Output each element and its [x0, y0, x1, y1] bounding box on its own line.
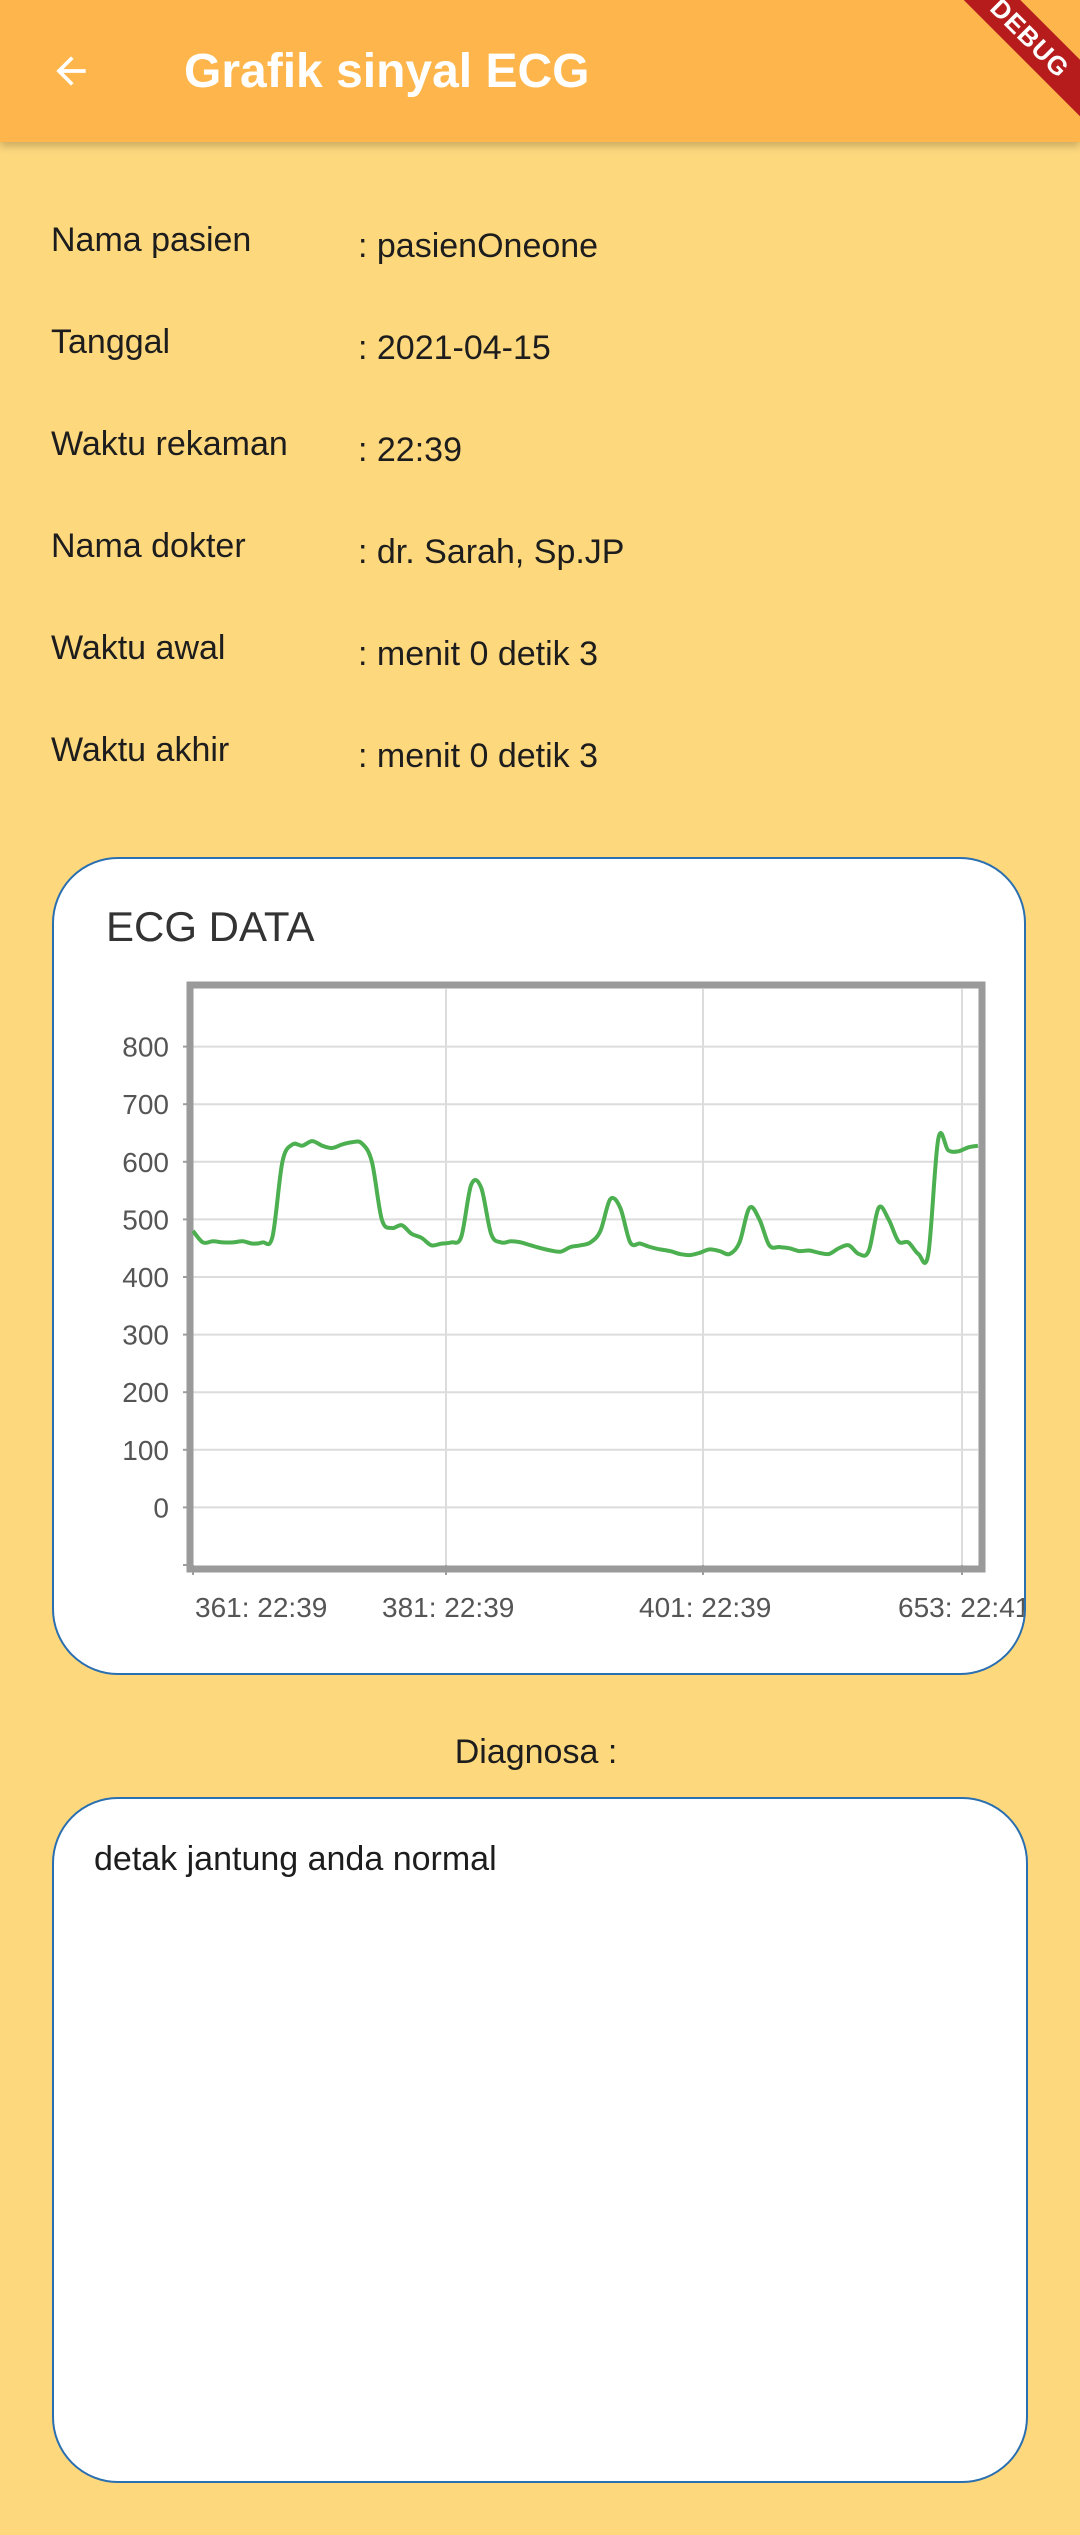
info-label: Nama dokter [51, 527, 246, 565]
chart-series [191, 1131, 979, 1265]
y-tick-label: 400 [122, 1262, 169, 1293]
y-tick-labels: 800 700 600 500 400 300 200 100 0 [122, 1032, 169, 1524]
info-row-date: Tanggal : 2021-04-15 [51, 320, 1051, 380]
y-tick-label: 800 [122, 1032, 169, 1063]
info-row-end-time: Waktu akhir : menit 0 detik 3 [51, 728, 1051, 788]
y-tick-label: 700 [122, 1089, 169, 1120]
y-tick-label: 500 [122, 1204, 169, 1235]
info-label: Waktu rekaman [51, 425, 288, 463]
diagnosis-text: detak jantung anda normal [94, 1840, 497, 1878]
info-row-patient-name: Nama pasien : pasienOneone [51, 218, 1051, 278]
app-bar: Grafik sinyal ECG DEBUG [0, 0, 1080, 142]
back-button[interactable] [38, 38, 104, 104]
y-tick-label: 200 [122, 1377, 169, 1408]
y-tick-label: 0 [153, 1492, 169, 1523]
info-value: : pasienOneone [358, 227, 599, 265]
info-value: : dr. Sarah, Sp.JP [358, 533, 625, 571]
x-tick-labels: 361: 22:39 381: 22:39 401: 22:39 653: 22:41 [195, 1592, 1026, 1623]
chart-axes [183, 981, 986, 1575]
info-row-record-time: Waktu rekaman : 22:39 [51, 422, 1051, 482]
plot-frame [186, 981, 986, 1573]
info-value: : 22:39 [358, 431, 462, 469]
x-tick-label: 653: 22:41 [898, 1592, 1026, 1623]
x-tick-label: 361: 22:39 [195, 1592, 327, 1623]
y-tick-label: 600 [122, 1147, 169, 1178]
diagnosis-label: Diagnosa : [454, 1733, 618, 1771]
x-tick-label: 381: 22:39 [382, 1592, 514, 1623]
info-value: : menit 0 detik 3 [358, 737, 599, 775]
info-label: Nama pasien [51, 221, 252, 259]
x-tick-label: 401: 22:39 [639, 1592, 771, 1623]
info-row-doctor-name: Nama dokter : dr. Sarah, Sp.JP [51, 524, 1051, 584]
y-tick-label: 300 [122, 1320, 169, 1351]
chart-grid [193, 989, 978, 1565]
info-value: : menit 0 detik 3 [358, 635, 599, 673]
ecg-chart-card: ECG DATA 800 700 600 500 400 300 200 100 0 361: … [52, 857, 1026, 1675]
debug-banner: DEBUG [931, 0, 1080, 137]
chart-title: ECG DATA [106, 903, 314, 950]
ecg-chart: ECG DATA 800 700 600 500 400 300 200 100 0 361: … [106, 903, 1026, 1623]
info-label: Tanggal [51, 323, 171, 361]
ecg-series-line [191, 1131, 979, 1265]
arrow-back-icon [56, 56, 86, 86]
info-label: Waktu awal [51, 629, 226, 667]
info-value: : 2021-04-15 [358, 329, 551, 367]
info-row-start-time: Waktu awal : menit 0 detik 3 [51, 626, 1051, 686]
info-label: Waktu akhir [51, 731, 230, 769]
page-title: Grafik sinyal ECG [184, 45, 590, 98]
y-tick-label: 100 [122, 1435, 169, 1466]
diagnosis-card: detak jantung anda normal [52, 1797, 1028, 2483]
